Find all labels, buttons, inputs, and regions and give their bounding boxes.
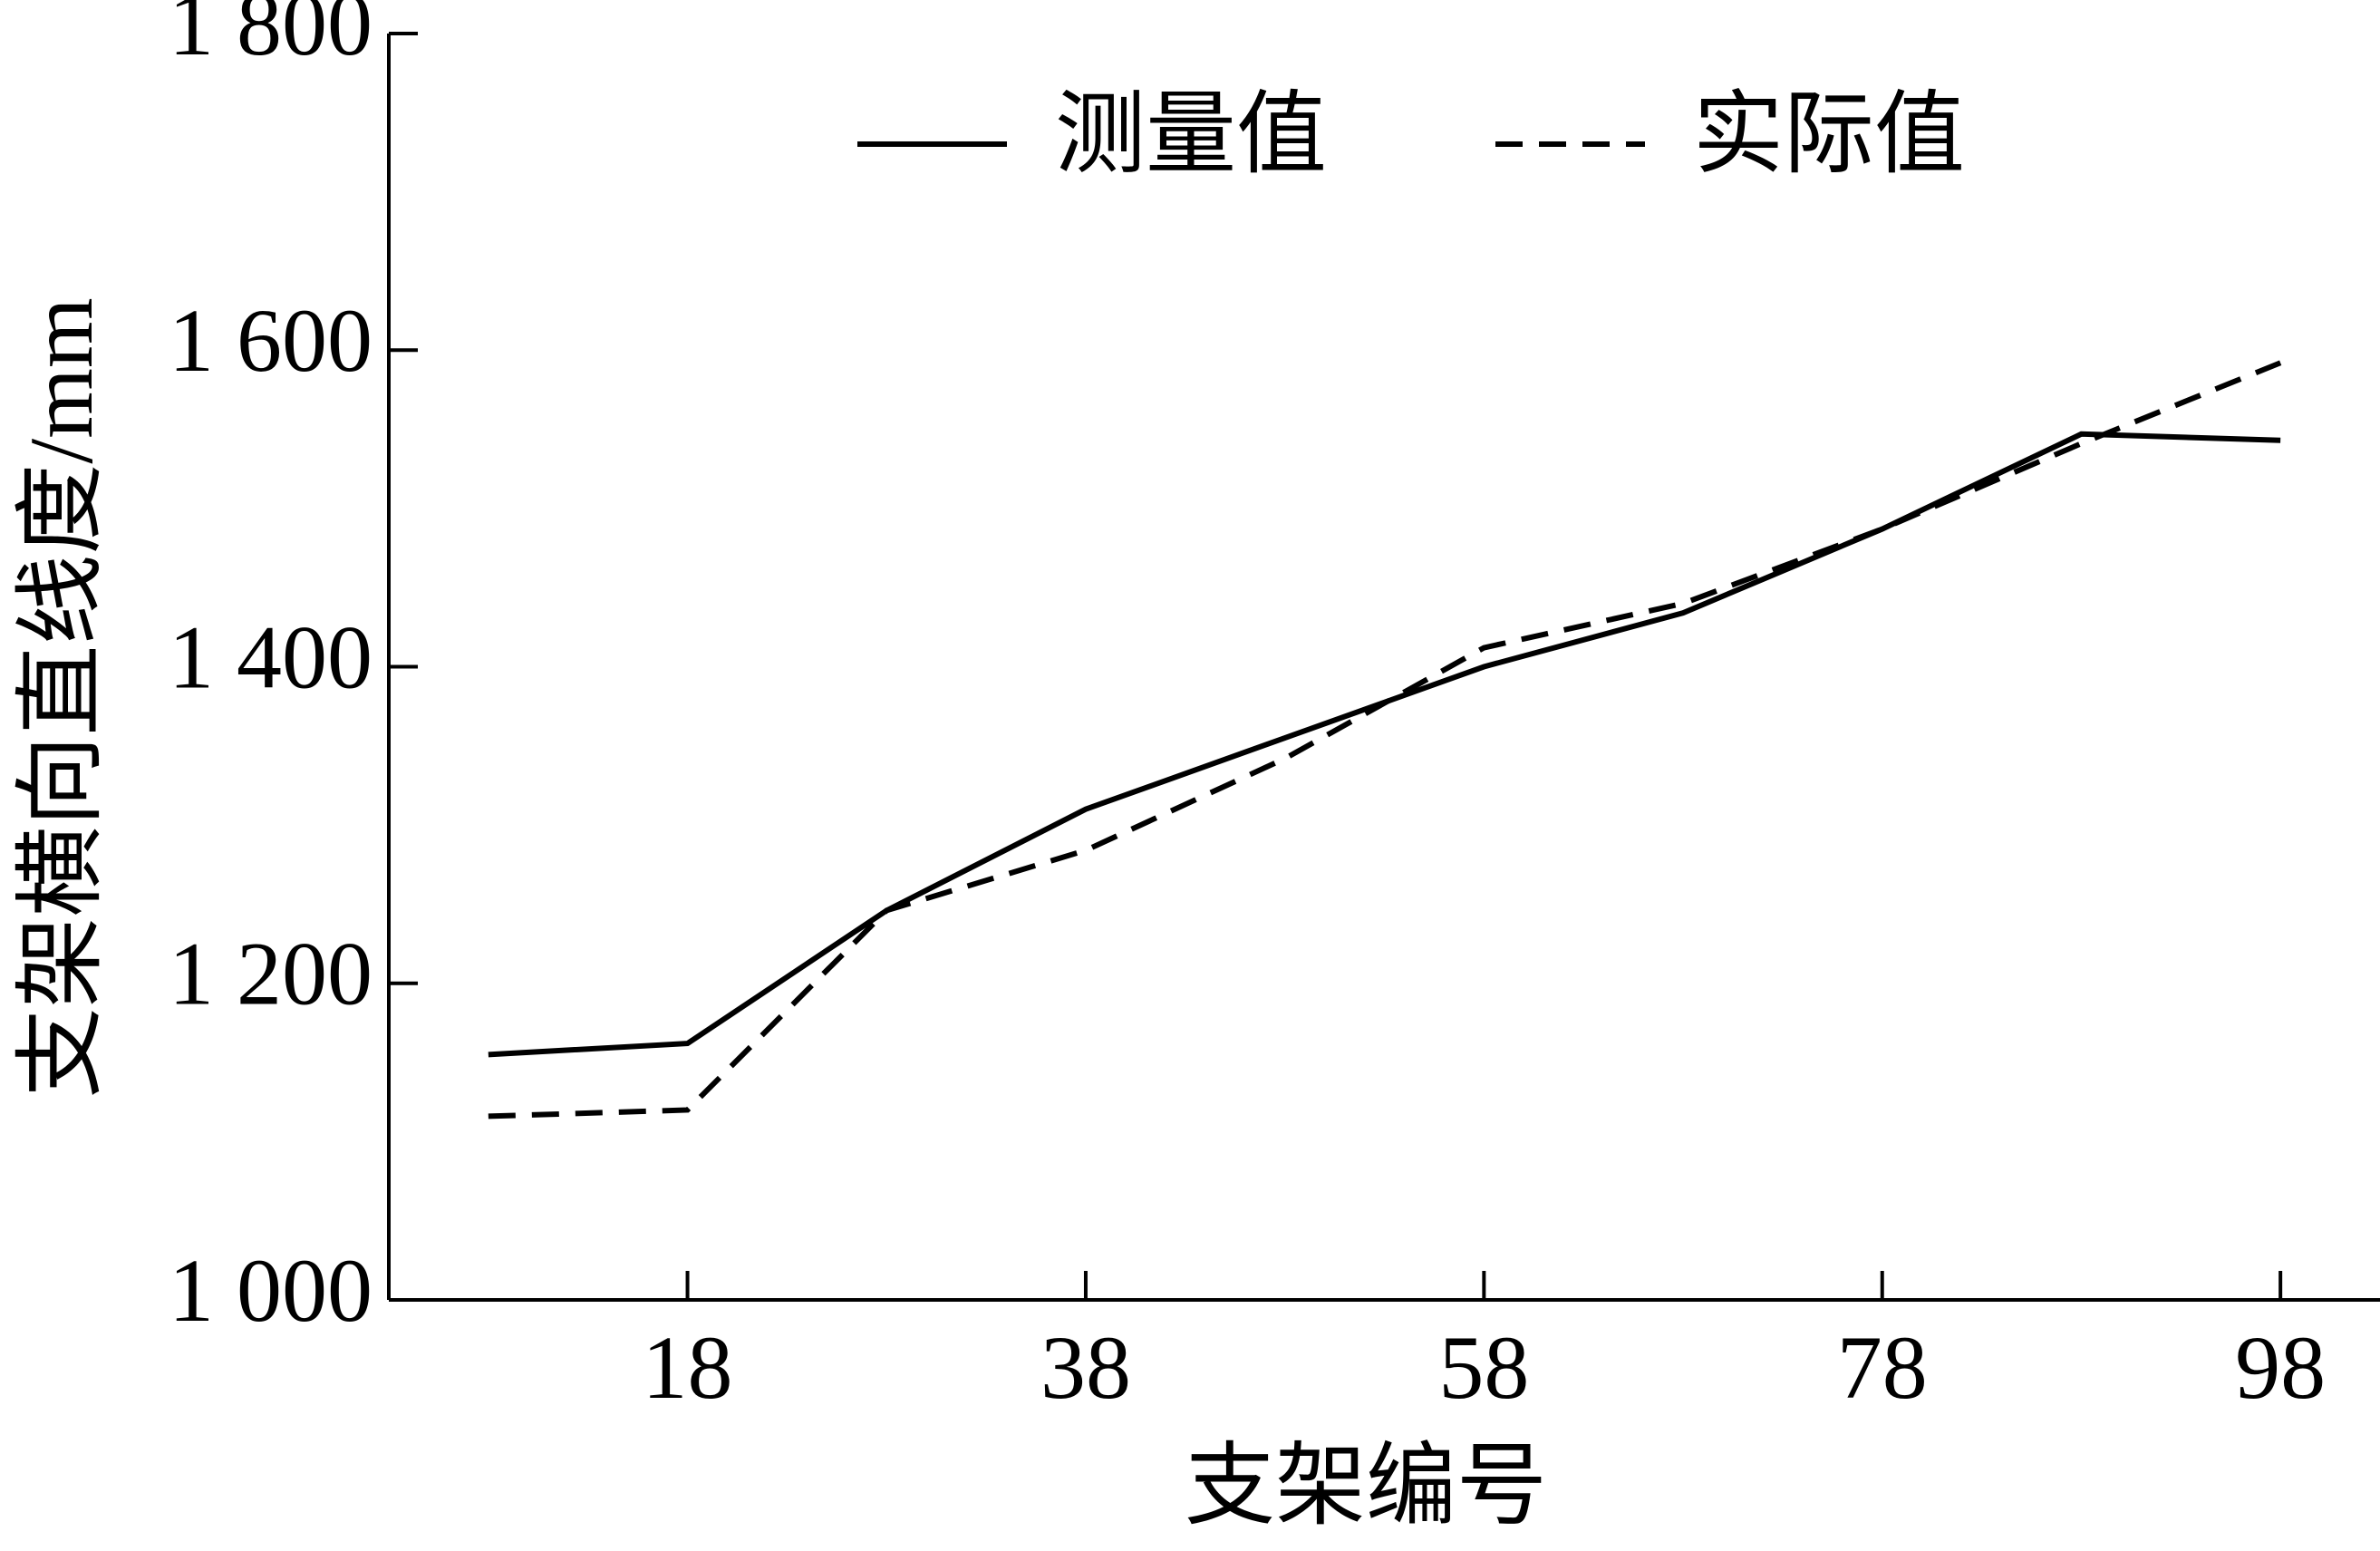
y-tick-label: 1 200	[169, 924, 372, 1024]
x-tick-label: 58	[1438, 1317, 1529, 1418]
y-tick-label: 1 000	[169, 1240, 372, 1341]
x-tick-label: 98	[2235, 1317, 2326, 1418]
y-axis-label: 支架横向直线度/mm	[11, 297, 111, 1098]
x-axis-label: 支架编号	[1185, 1436, 1547, 1536]
y-tick-label: 1 800	[169, 0, 372, 74]
x-tick-label: 38	[1040, 1317, 1131, 1418]
legend-label: 测量值	[1055, 84, 1327, 185]
y-tick-label: 1 600	[169, 290, 372, 391]
series-line	[488, 431, 2281, 1058]
series-line	[488, 360, 2282, 1120]
legend-label: 实际值	[1693, 84, 1965, 185]
x-tick-label: 18	[643, 1317, 733, 1418]
x-tick-label: 78	[1837, 1317, 1928, 1418]
y-tick-label: 1 400	[169, 606, 372, 707]
